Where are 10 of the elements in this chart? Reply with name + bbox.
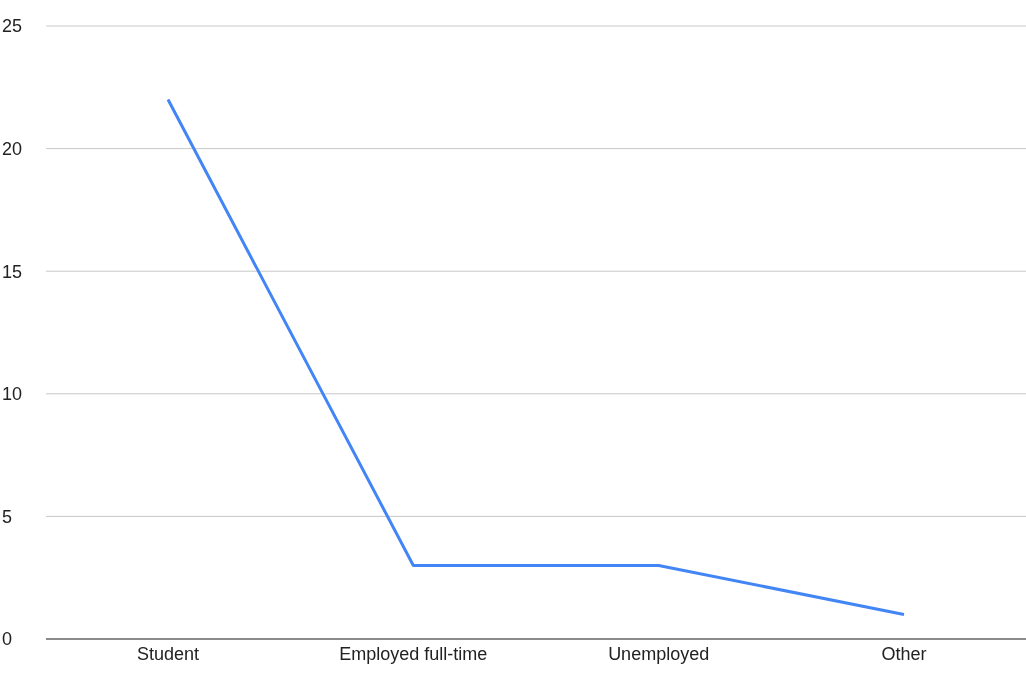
- y-tick-label: 20: [2, 138, 23, 159]
- x-tick-label: Employed full-time: [339, 643, 488, 664]
- x-tick-label: Student: [136, 643, 200, 664]
- y-tick-label: 5: [2, 506, 13, 527]
- y-tick-label: 0: [2, 629, 13, 650]
- y-tick-label: 15: [2, 261, 23, 282]
- x-tick-label: Other: [881, 643, 927, 664]
- y-tick-label: 10: [2, 384, 23, 405]
- x-tick-label: Unemployed: [608, 643, 710, 664]
- y-tick-label: 25: [2, 16, 23, 37]
